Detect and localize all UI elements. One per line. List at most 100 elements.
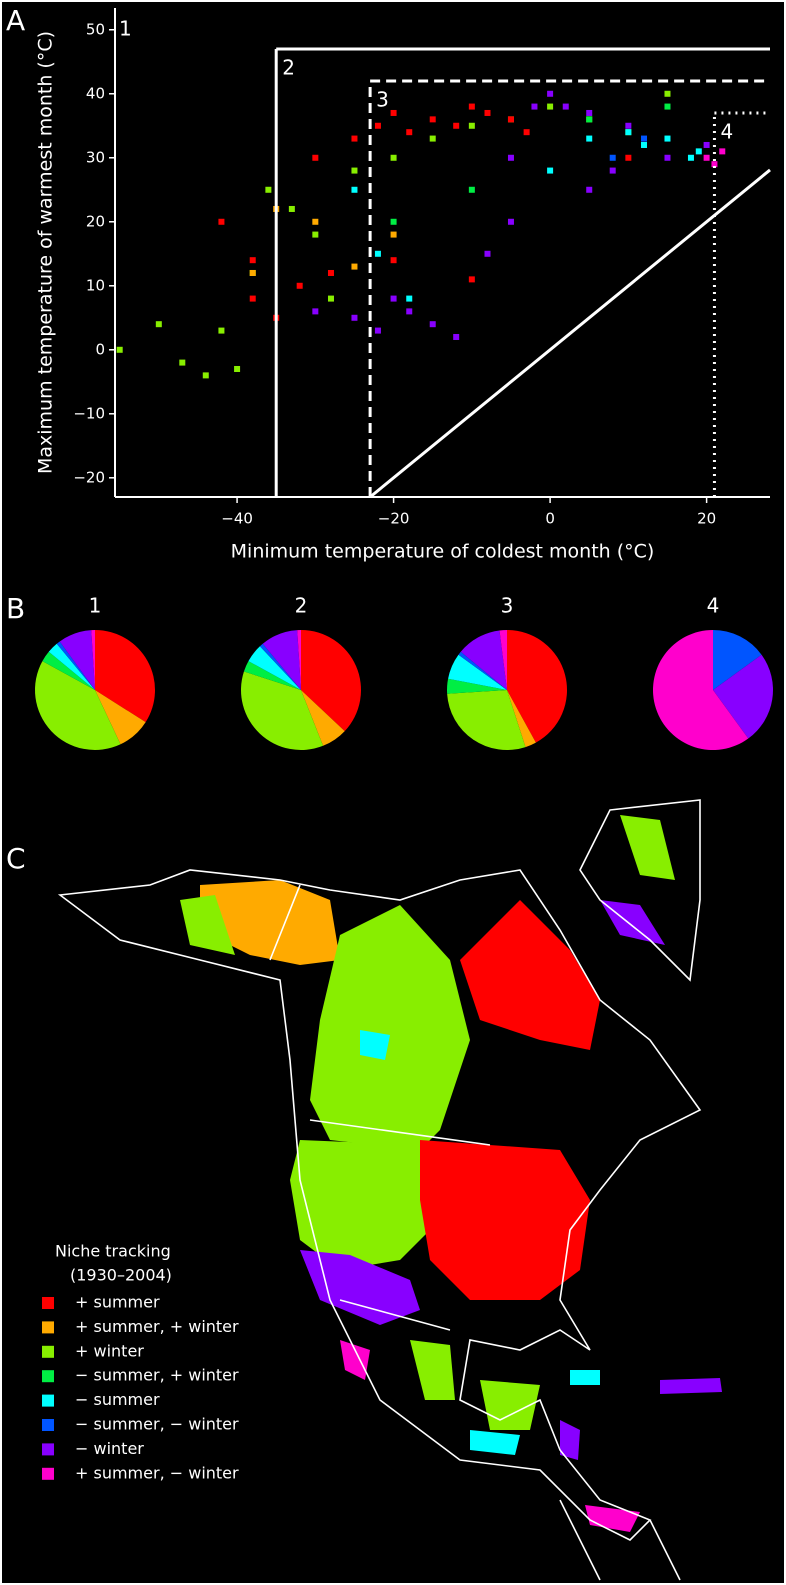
- point: [523, 129, 530, 136]
- point: [218, 327, 225, 334]
- pie-slice: [262, 630, 301, 690]
- point: [296, 282, 303, 289]
- point: [484, 109, 491, 116]
- map-region: [460, 900, 600, 1050]
- coastline: [579, 799, 701, 982]
- x-tick-label: −20: [378, 510, 410, 528]
- point: [625, 154, 632, 161]
- point: [155, 321, 162, 328]
- point: [609, 154, 616, 161]
- point: [406, 295, 413, 302]
- point: [312, 308, 319, 315]
- border: [269, 884, 681, 1581]
- point: [179, 359, 186, 366]
- point: [327, 269, 334, 276]
- point: [664, 103, 671, 110]
- point: [249, 269, 256, 276]
- pie-slice: [259, 643, 301, 690]
- point: [429, 116, 436, 123]
- point: [116, 346, 123, 353]
- pie-slice: [448, 654, 507, 690]
- map-region: [570, 1370, 600, 1385]
- point: [468, 186, 475, 193]
- point: [429, 321, 436, 328]
- y-tick-label: 40: [86, 84, 105, 102]
- point: [547, 90, 554, 97]
- pie-slice: [248, 646, 301, 690]
- pie-slice: [95, 630, 155, 723]
- point: [625, 129, 632, 136]
- point: [312, 218, 319, 225]
- map-region: [600, 900, 665, 945]
- pie-slice: [713, 654, 774, 739]
- panel-label: A: [6, 4, 25, 37]
- pie-slice: [42, 651, 95, 690]
- panel-label: B: [6, 592, 25, 625]
- panel-label: C: [6, 842, 26, 875]
- point: [687, 154, 694, 161]
- pie-slice: [59, 630, 95, 690]
- point: [218, 218, 225, 225]
- legend-title: Niche tracking: [55, 1242, 171, 1261]
- point: [374, 250, 381, 257]
- map-region: [200, 880, 340, 965]
- pie-slice: [35, 661, 121, 751]
- y-tick-label: 50: [86, 20, 105, 38]
- point: [664, 154, 671, 161]
- map-shapes: [57, 799, 722, 1581]
- point: [641, 135, 648, 142]
- point: [547, 167, 554, 174]
- legend-label: + summer, + winter: [75, 1317, 239, 1336]
- point: [664, 90, 671, 97]
- point: [429, 135, 436, 142]
- point: [453, 122, 460, 129]
- map-region: [620, 815, 675, 880]
- x-tick-label: 0: [545, 510, 555, 528]
- point: [695, 148, 702, 155]
- legend-label: + summer: [75, 1293, 160, 1312]
- x-axis-title: Minimum temperature of coldest month (°C…: [231, 541, 655, 563]
- point: [390, 109, 397, 116]
- pie-slice: [297, 630, 301, 690]
- point: [374, 122, 381, 129]
- pie-title: 3: [501, 594, 514, 618]
- point: [507, 116, 514, 123]
- pie-slice: [447, 690, 526, 750]
- pie-slice: [652, 630, 749, 750]
- one-to-one-line: [369, 168, 771, 499]
- pie-slice: [301, 630, 361, 732]
- point: [711, 161, 718, 168]
- point: [586, 186, 593, 193]
- legend-label: − summer, + winter: [75, 1366, 239, 1385]
- map-region: [410, 1340, 455, 1400]
- map-region: [470, 1430, 520, 1455]
- region-label: 4: [720, 119, 733, 143]
- point: [586, 116, 593, 123]
- y-tick-label: −10: [73, 404, 105, 422]
- point: [406, 308, 413, 315]
- legend-label: − winter: [75, 1439, 144, 1458]
- point: [562, 103, 569, 110]
- point: [406, 129, 413, 136]
- pie-slice: [713, 630, 762, 690]
- legend-label: − summer, − winter: [75, 1415, 239, 1434]
- point: [249, 295, 256, 302]
- point: [625, 122, 632, 129]
- point: [351, 135, 358, 142]
- map-region: [180, 895, 235, 955]
- point: [703, 154, 710, 161]
- pie-slice: [95, 690, 146, 745]
- pie-slice: [301, 690, 345, 746]
- legend-swatch: [42, 1467, 54, 1480]
- point: [202, 372, 209, 379]
- legend-swatch: [42, 1345, 54, 1358]
- point: [586, 135, 593, 142]
- pie-slice: [447, 678, 507, 694]
- legend-swatch: [42, 1443, 54, 1456]
- map-region: [290, 1140, 430, 1270]
- legend-label: + summer, − winter: [75, 1463, 239, 1482]
- point: [374, 327, 381, 334]
- region-label: 2: [282, 55, 295, 79]
- legend-label: + winter: [75, 1341, 144, 1360]
